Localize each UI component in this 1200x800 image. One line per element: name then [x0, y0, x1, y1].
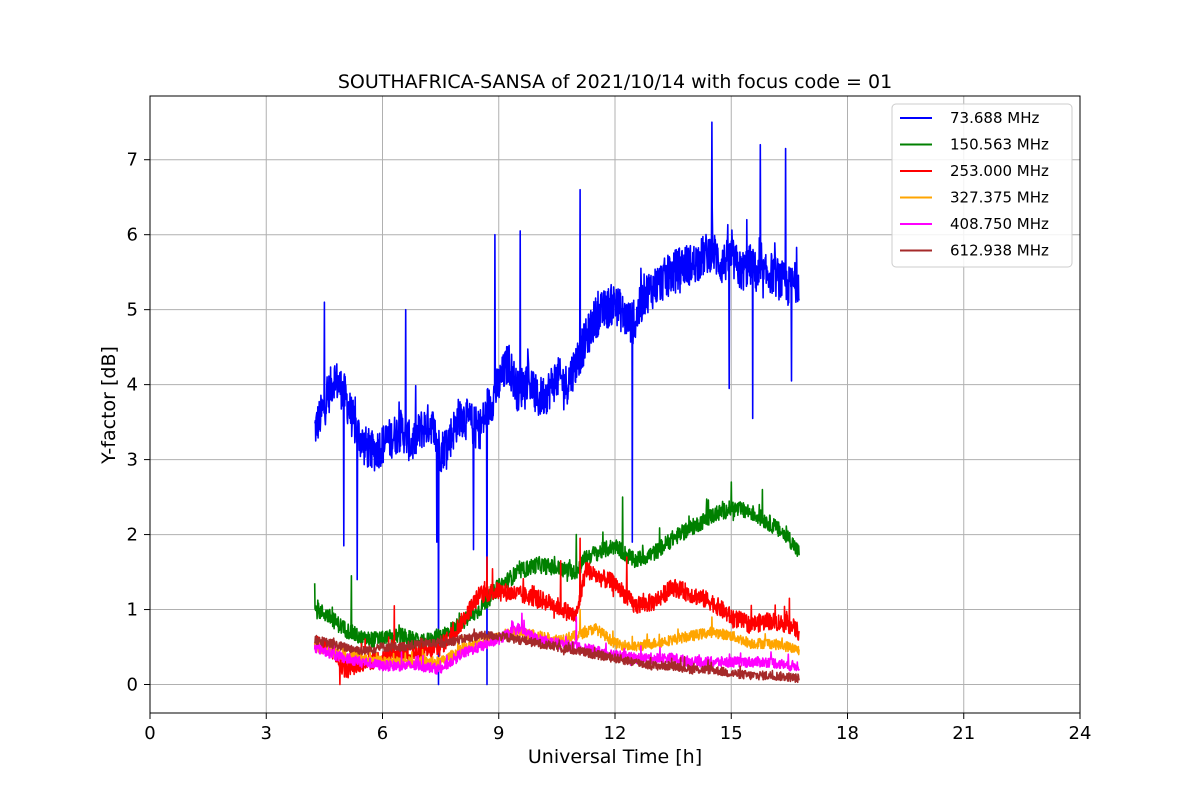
- legend-label-2: 253.000 MHz: [950, 162, 1049, 180]
- x-tick-label: 9: [493, 723, 504, 744]
- series-line-1: [313, 481, 800, 650]
- legend: 73.688 MHz 150.563 MHz 253.000 MHz 327.375 …: [891, 103, 1073, 268]
- y-axis-title: Y-factor [dB]: [98, 346, 120, 465]
- y-tick-label: 3: [127, 450, 138, 471]
- legend-label-5: 612.938 MHz: [950, 242, 1049, 260]
- x-tick-label: 15: [720, 723, 743, 744]
- x-tick-label: 21: [952, 723, 975, 744]
- y-tick-label: 7: [127, 150, 138, 171]
- series-layer: [313, 121, 800, 686]
- series-line-5: [313, 628, 800, 684]
- y-tick-label: 2: [127, 525, 138, 546]
- x-tick-label: 0: [144, 723, 155, 744]
- x-axis-title: Universal Time [h]: [528, 746, 702, 768]
- x-tick-label: 6: [377, 723, 388, 744]
- y-tick-label: 4: [127, 375, 138, 396]
- x-tick-label: 12: [604, 723, 627, 744]
- legend-box: [891, 103, 1073, 268]
- x-tick-label: 24: [1069, 723, 1092, 744]
- series-line-0: [314, 121, 800, 686]
- y-tick-label: 5: [127, 300, 138, 321]
- legend-items: 73.688 MHz 150.563 MHz 253.000 MHz 327.375 …: [900, 109, 1049, 260]
- series-line-2: [313, 537, 800, 686]
- y-tick-label: 6: [127, 225, 138, 246]
- series-line-3: [313, 608, 800, 668]
- legend-label-4: 408.750 MHz: [950, 215, 1049, 233]
- y-tick-label: 1: [127, 600, 138, 621]
- y-tick-label: 0: [127, 675, 138, 696]
- x-tick-label: 18: [836, 723, 859, 744]
- legend-label-1: 150.563 MHz: [950, 136, 1049, 154]
- chart-title: SOUTHAFRICA-SANSA of 2021/10/14 with foc…: [338, 71, 892, 93]
- legend-label-0: 73.688 MHz: [950, 109, 1039, 127]
- x-tick-label: 3: [261, 723, 272, 744]
- legend-label-3: 327.375 MHz: [950, 189, 1049, 207]
